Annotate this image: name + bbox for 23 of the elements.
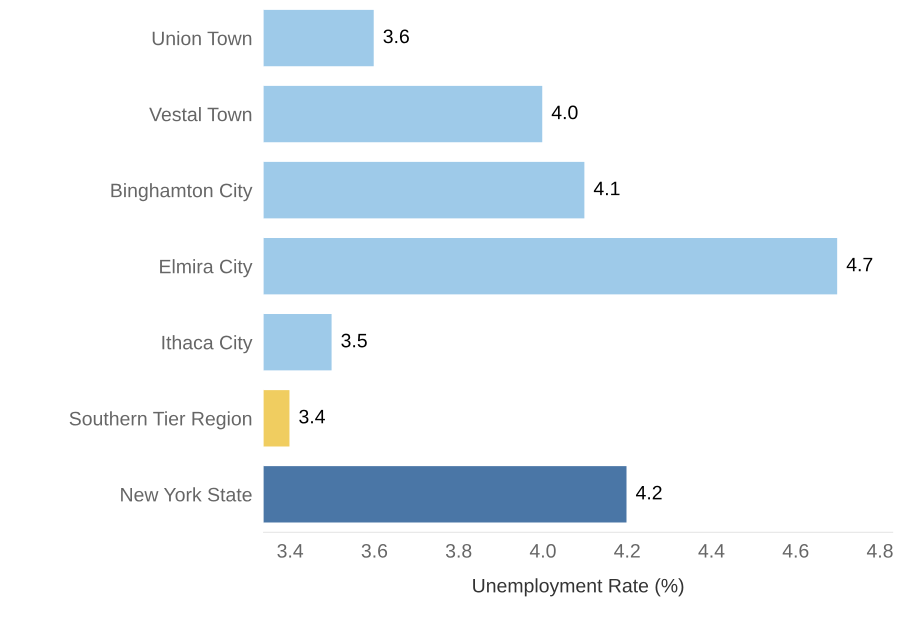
y-tick-label: New York State bbox=[121, 487, 252, 502]
y-tick-label: Binghamton City bbox=[111, 183, 252, 202]
x-tick-label: 4.4 bbox=[698, 544, 724, 558]
y-tick-label: Southern Tier Region bbox=[70, 411, 252, 430]
x-tick-label: 3.4 bbox=[277, 544, 304, 558]
y-tick-label: Elmira City bbox=[160, 259, 252, 278]
y-tick-label: Vestal Town bbox=[149, 107, 252, 122]
x-tick-label: 4.6 bbox=[782, 544, 808, 558]
data-label: 3.5 bbox=[341, 334, 367, 348]
x-tick-label: 3.8 bbox=[446, 544, 472, 558]
data-label: 3.4 bbox=[299, 410, 325, 424]
x-tick-label: 4.8 bbox=[866, 544, 893, 558]
data-label: 4.1 bbox=[594, 182, 620, 196]
data-label: 4.7 bbox=[846, 258, 872, 272]
data-label: 4.2 bbox=[636, 486, 662, 500]
data-label: 3.6 bbox=[383, 29, 409, 44]
data-label: 4.0 bbox=[552, 106, 578, 120]
x-tick-label: 4.2 bbox=[614, 544, 640, 558]
x-tick-label: 4.0 bbox=[530, 544, 556, 558]
x-tick-label: 3.6 bbox=[362, 544, 388, 558]
y-tick-label: Union Town bbox=[152, 30, 252, 46]
y-tick-label: Ithaca City bbox=[162, 335, 252, 354]
x-axis-title: Unemployment Rate (%) bbox=[473, 578, 684, 596]
